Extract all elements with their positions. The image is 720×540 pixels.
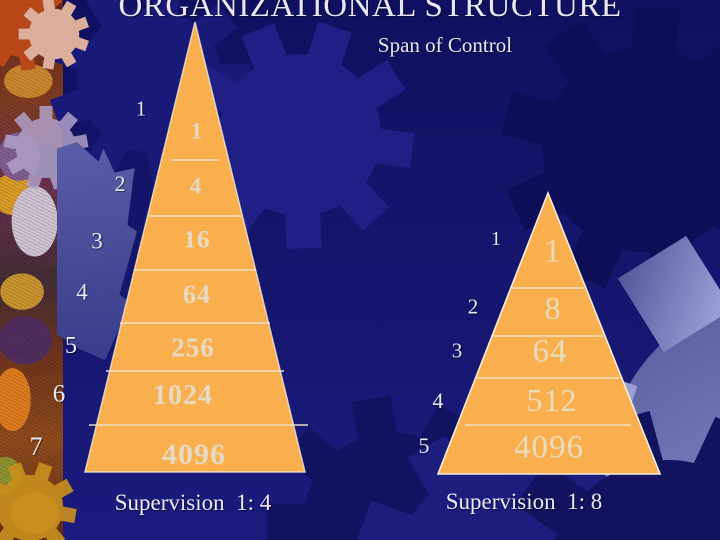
pyramid-right-dividers — [465, 287, 631, 426]
right-level-label: 3 — [451, 338, 463, 363]
left-pyramid-value: 4096 — [162, 438, 226, 471]
left-level-label: 2 — [114, 171, 126, 196]
left-pyramid-value: 256 — [171, 332, 215, 363]
left-pyramid-value: 16 — [183, 226, 211, 254]
right-pyramid-value: 64 — [532, 333, 568, 370]
right-pyramid-value: 4096 — [514, 429, 584, 466]
left-level-label: 7 — [29, 432, 43, 461]
supervision-label-left: Supervision 1: 4 — [114, 490, 272, 515]
left-level-label: 4 — [76, 279, 88, 305]
right-level-label: 1 — [491, 228, 501, 250]
slide-subtitle: Span of Control — [377, 33, 513, 57]
right-level-label: 2 — [467, 294, 479, 319]
pyramid-left-dividers — [89, 159, 308, 426]
right-pyramid-value: 512 — [526, 382, 578, 418]
left-pyramid-value: 64 — [183, 280, 211, 309]
left-level-label: 3 — [91, 228, 103, 254]
left-level-label: 6 — [52, 380, 66, 408]
left-level-label: 5 — [65, 333, 77, 359]
left-level-label: 1 — [135, 96, 147, 121]
right-level-label: 5 — [418, 433, 430, 458]
supervision-label-right: Supervision 1: 8 — [445, 489, 603, 514]
pyramid-right-shape — [436, 190, 662, 475]
right-level-label: 4 — [432, 388, 444, 413]
slide-title: ORGANIZATIONAL STRUCTURE — [118, 0, 622, 24]
pyramid-left-shape — [84, 21, 308, 473]
right-pyramid-value: 1 — [544, 233, 562, 270]
left-pyramid-value: 1 — [190, 118, 204, 144]
left-pyramid-value: 1024 — [153, 380, 213, 411]
right-pyramid-value: 8 — [544, 290, 562, 326]
left-pyramid-value: 4 — [189, 173, 203, 199]
